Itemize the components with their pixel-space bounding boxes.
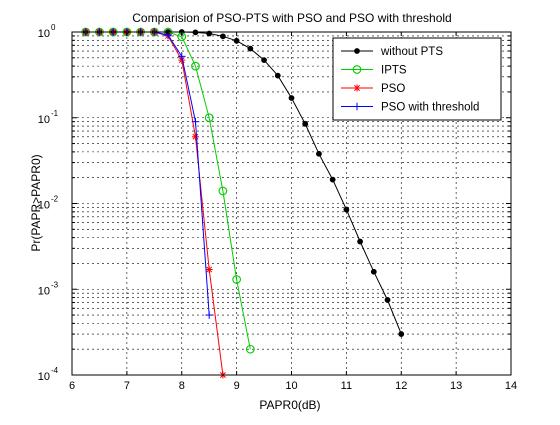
- y-tick-exponent: -3: [51, 280, 59, 289]
- x-tick-label: 8: [179, 380, 185, 392]
- legend-label: without PTS: [380, 46, 443, 58]
- data-point: [330, 177, 335, 182]
- data-point: [289, 96, 294, 101]
- x-tick-label: 10: [285, 380, 297, 392]
- data-point: [355, 49, 360, 54]
- data-point: [234, 38, 239, 43]
- x-axis-label: PAPR0(dB): [259, 398, 320, 412]
- legend-label: PSO with threshold: [381, 102, 479, 114]
- data-point: [358, 239, 363, 244]
- x-tick-label: 14: [505, 380, 517, 392]
- legend-label: PSO: [381, 83, 405, 95]
- data-point: [344, 207, 349, 212]
- legend-label: IPTS: [381, 65, 407, 77]
- data-point: [317, 151, 322, 156]
- y-tick-base: 10: [38, 285, 50, 297]
- data-point: [371, 269, 376, 274]
- y-tick-exponent: 0: [51, 23, 56, 32]
- data-point: [275, 73, 280, 78]
- x-tick-label: 11: [341, 380, 352, 392]
- y-tick-base: 10: [38, 371, 50, 383]
- data-point: [221, 34, 226, 39]
- x-tick-label: 12: [395, 380, 407, 392]
- y-tick-exponent: -1: [51, 109, 59, 118]
- data-point: [192, 133, 199, 140]
- y-tick-exponent: -4: [51, 366, 59, 375]
- x-tick-label: 7: [124, 380, 130, 392]
- y-tick-base: 10: [38, 114, 50, 126]
- data-point: [206, 266, 213, 273]
- data-point: [354, 85, 361, 92]
- y-tick-base: 10: [38, 28, 50, 40]
- data-point: [399, 332, 404, 337]
- y-tick-exponent: -2: [51, 195, 59, 204]
- chart-title: Comparision of PSO-PTS with PSO and PSO …: [132, 11, 451, 25]
- data-point: [248, 46, 253, 51]
- data-point: [262, 58, 267, 63]
- legend: without PTS IPTS PSO PSO with threshold: [333, 38, 501, 120]
- x-tick-label: 9: [234, 380, 240, 392]
- data-point: [385, 298, 390, 303]
- data-point: [303, 121, 308, 126]
- x-tick-label: 6: [69, 380, 75, 392]
- y-axis-label: Pr(PAPR>PAPR0): [29, 154, 43, 251]
- x-tick-label: 13: [450, 380, 462, 392]
